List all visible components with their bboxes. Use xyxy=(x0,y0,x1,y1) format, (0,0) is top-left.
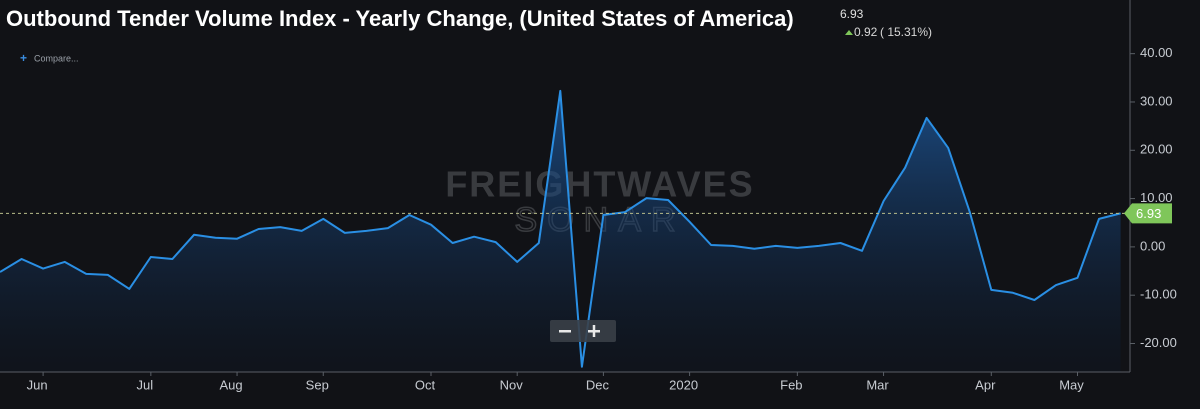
y-tick-label: 0.00 xyxy=(1140,238,1165,253)
plot xyxy=(0,89,1121,373)
zoom-bar xyxy=(550,320,616,342)
x-tick-label: Jun xyxy=(27,377,48,392)
y-tick-label: 40.00 xyxy=(1140,45,1173,60)
watermark-text: FREIGHTWAVES xyxy=(445,164,754,205)
x-tick-label: Feb xyxy=(780,377,802,392)
y-tick-label: -20.00 xyxy=(1140,335,1177,350)
y-tick-label: 10.00 xyxy=(1140,190,1173,205)
x-tick-label: Mar xyxy=(866,377,889,392)
change-percent: ( 15.31%) xyxy=(880,25,932,39)
up-arrow xyxy=(845,30,853,35)
x-tick-label: Apr xyxy=(975,377,996,392)
chart-title: Outbound Tender Volume Index - Yearly Ch… xyxy=(6,6,794,31)
x-tick-label: Nov xyxy=(500,377,524,392)
change: 0.92 xyxy=(854,25,878,39)
current-value: 6.93 xyxy=(840,7,864,21)
x-tick-label: Dec xyxy=(586,377,610,392)
y-tick-label: -10.00 xyxy=(1140,287,1177,302)
x-tick-label: Sep xyxy=(306,377,329,392)
last-value-label: 6.93 xyxy=(1136,206,1161,221)
x-tick-label: Aug xyxy=(219,377,242,392)
line xyxy=(0,89,1121,368)
x-tick-label: 2020 xyxy=(669,377,698,392)
area xyxy=(0,90,1121,373)
x-tick-label: May xyxy=(1059,377,1084,392)
compare-icon[interactable]: + xyxy=(20,51,27,65)
zoom-out[interactable] xyxy=(559,330,571,333)
y-tick-label: 30.00 xyxy=(1140,93,1173,108)
zoom-in[interactable] xyxy=(592,325,596,337)
x-tick-label: Oct xyxy=(415,377,436,392)
x-tick-label: Jul xyxy=(137,377,154,392)
last-value-tag xyxy=(1124,203,1172,224)
zoom-controls xyxy=(550,320,616,342)
compare-button[interactable]: Compare... xyxy=(34,53,79,63)
y-tick-label: 20.00 xyxy=(1140,142,1173,157)
